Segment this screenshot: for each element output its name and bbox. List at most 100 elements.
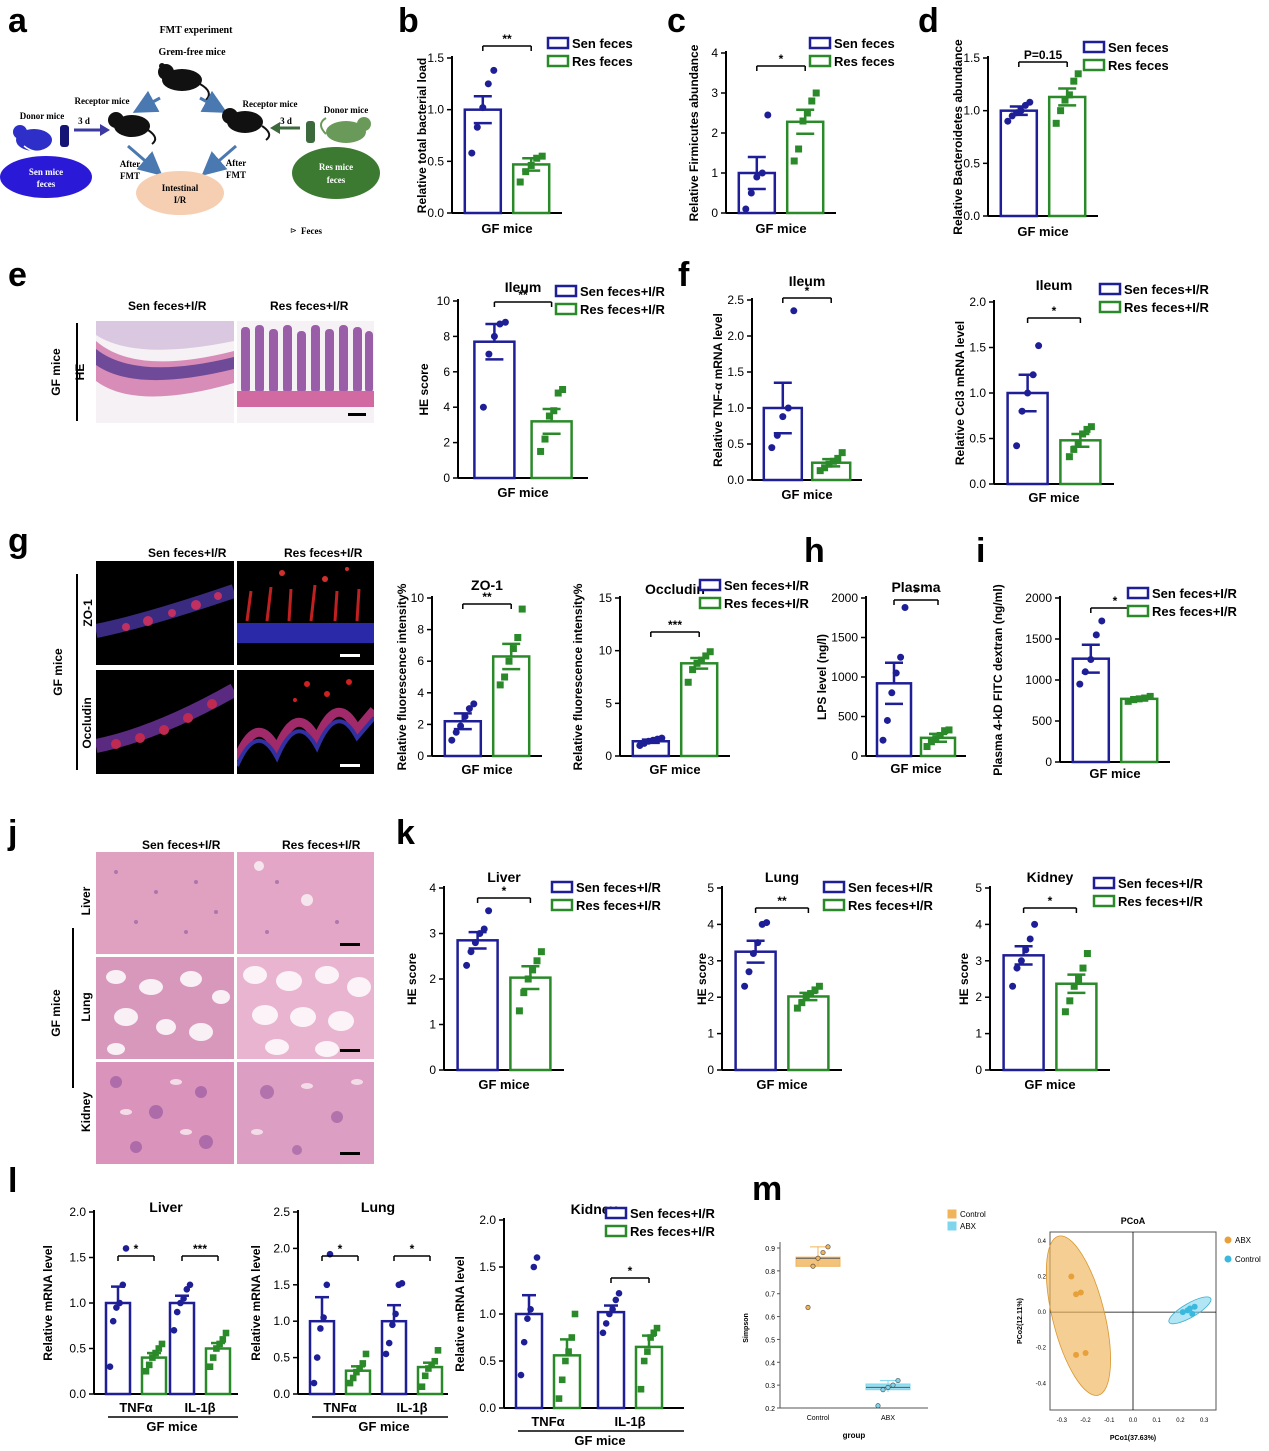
l1-point <box>213 1345 220 1352</box>
g-row1-label: ZO-1 <box>81 599 95 627</box>
e-point-0 <box>501 318 509 326</box>
k1-bar-0 <box>456 939 499 1072</box>
k3-point-0 <box>1031 920 1039 928</box>
after-right-line1: After <box>226 158 246 168</box>
k2-title: Lung <box>765 869 799 885</box>
l3-point <box>615 1290 623 1297</box>
f2-ytick-label: 1.0 <box>969 386 986 400</box>
d-point-1 <box>1052 119 1060 127</box>
m-box-ytick-label: 0.2 <box>765 1406 775 1413</box>
intestinal-line2: I/R <box>174 195 187 205</box>
l1-point <box>209 1354 217 1361</box>
f1-ytick-label: 1.0 <box>727 401 744 415</box>
e-point-1 <box>550 407 558 415</box>
h-point-1 <box>936 731 944 739</box>
l1-ytick-label: 2.0 <box>69 1205 86 1219</box>
b-ytick-label: 0.0 <box>427 206 444 220</box>
k1-ytick-label: 1 <box>429 1018 436 1032</box>
l1-point <box>119 1281 127 1289</box>
d-ytick-label: 1.5 <box>963 51 980 65</box>
f2-ytick-label: 2.0 <box>969 295 986 309</box>
h-point-0 <box>897 653 905 661</box>
after-left-line1: After <box>120 159 140 169</box>
f2-title: Ileum <box>1036 277 1073 293</box>
l1-point <box>170 1327 178 1334</box>
c-ytick-label: 0 <box>711 206 718 220</box>
he-kidney-res-image <box>237 1062 374 1164</box>
b-bar-0 <box>463 108 503 215</box>
i-ytick-label: 2000 <box>1025 591 1052 605</box>
i-point-1 <box>1146 692 1154 700</box>
c-point-0 <box>753 173 761 181</box>
l2-xlabel: GF mice <box>358 1419 409 1434</box>
l2-point <box>362 1350 370 1358</box>
m-pcoa-ytick-label: 0.0 <box>1038 1310 1047 1316</box>
b-bar-1 <box>511 163 551 215</box>
k3-ytick-label: 2 <box>975 990 982 1004</box>
k3-bar-0 <box>1002 954 1045 1072</box>
lung-scale-bar <box>340 1049 360 1052</box>
l3-point <box>637 1385 645 1393</box>
k1-bar-1 <box>509 976 552 1072</box>
res-feces-line1: Res mice <box>319 162 353 172</box>
m-box-point <box>875 1403 881 1409</box>
chart-c: 0 1 2 3 4 * GF mice Relative Firmicutes abundan… <box>687 36 895 236</box>
l2-point <box>425 1365 432 1372</box>
d-ytick-label: 1.0 <box>963 104 980 118</box>
b-legend-label-0: Sen feces <box>572 36 633 51</box>
fmt-schematic: FMT experiment Grem-free mice Receptor m… <box>0 25 380 236</box>
f2-ytick-label: 1.5 <box>969 341 986 355</box>
g2-bar-1 <box>679 662 719 758</box>
chart-k2: 0 1 2 3 4 5 ** Lung GF mice HE score Sen feces+I/R… <box>695 869 934 1092</box>
c-ytick-label: 4 <box>711 46 718 60</box>
k1-legend-label-1: Res feces+I/R <box>576 898 662 913</box>
l1-point <box>122 1245 130 1252</box>
m-box-ytick-label: 0.6 <box>765 1315 775 1322</box>
l2-ylabel: Relative mRNA level <box>249 1245 263 1361</box>
m-box-category-label: ABX <box>881 1415 895 1422</box>
l1-point <box>206 1363 214 1370</box>
l2-bar-1-0 <box>380 1319 408 1396</box>
f1-ytick-label: 2.5 <box>727 293 744 307</box>
b-point-0 <box>473 123 481 131</box>
f1-ytick-label: 1.5 <box>727 365 744 379</box>
h-sig-label: * <box>914 586 919 600</box>
k1-title: Liver <box>487 869 521 885</box>
l3-bar-1-1 <box>634 1345 664 1410</box>
l3-ytick-label: 1.5 <box>479 1260 496 1274</box>
m-box-point <box>825 1244 831 1250</box>
l1-point <box>155 1345 163 1352</box>
f2-point-1 <box>1087 423 1095 431</box>
k3-point-1 <box>1061 1008 1069 1016</box>
panel-letter-b: b <box>398 2 419 40</box>
h-ytick-label: 1000 <box>831 670 858 684</box>
b-point-0 <box>479 104 487 112</box>
intestinal-ir-oval <box>136 171 224 215</box>
l3-legend-swatch-1 <box>604 1224 628 1238</box>
f1-sig-label: * <box>805 284 810 298</box>
b-ytick-label: 1.0 <box>427 103 444 117</box>
panel-letter-f: f <box>678 256 690 294</box>
m-pcoa-xtick-label: -0.3 <box>1057 1418 1068 1424</box>
l3-point <box>533 1254 541 1261</box>
b-point-0 <box>468 149 476 157</box>
e-sig-label: ** <box>518 288 528 302</box>
chart-f2: 0.0 0.5 1.0 1.5 2.0 * Ileum GF mice Relative Ccl… <box>953 277 1210 505</box>
l2-point <box>317 1325 324 1332</box>
i-point-0 <box>1081 668 1089 676</box>
k3-point-1 <box>1079 964 1087 972</box>
f2-point-1 <box>1065 453 1073 461</box>
m-pcoa-ylabel: PCo2(12.11%) <box>1017 1298 1024 1344</box>
l1-bar-1-0 <box>168 1301 196 1396</box>
f2-point-1 <box>1074 439 1082 447</box>
l3-point <box>640 1357 648 1365</box>
m-pcoa-point-abx <box>1077 1289 1084 1296</box>
f2-point-1 <box>1070 445 1078 453</box>
f2-ytick-label: 0.0 <box>969 477 986 491</box>
chart-k1: 0 1 2 3 4 *Liver GF mice HE score Sen feces+I/R R… <box>405 869 662 1092</box>
k3-bar-1 <box>1055 982 1098 1072</box>
receptor-right-mouse-icon <box>222 108 271 141</box>
k1-xlabel: GF mice <box>478 1077 529 1092</box>
g2-legend-label-1: Res feces+I/R <box>724 596 810 611</box>
l2-point <box>382 1350 390 1358</box>
